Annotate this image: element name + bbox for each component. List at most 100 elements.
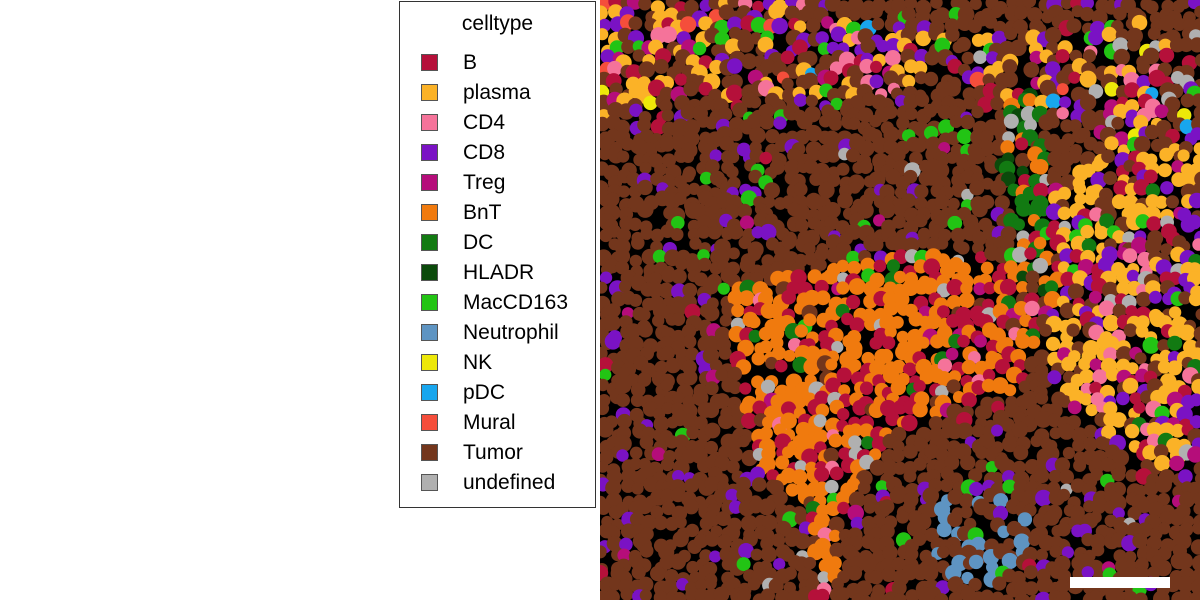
cell-tumor — [1192, 554, 1200, 572]
cell-plasma — [1154, 455, 1171, 472]
cell-tumor — [902, 501, 916, 515]
cell-b — [1129, 392, 1142, 405]
cell-plasma — [1105, 367, 1120, 382]
legend-label: CD4 — [463, 111, 506, 134]
cell-b — [759, 151, 773, 165]
cell-cd8 — [619, 537, 633, 552]
cell-tumor — [1048, 469, 1062, 484]
cell-treg — [945, 347, 959, 361]
cell-tumor — [968, 147, 986, 165]
cell-b — [1133, 401, 1146, 414]
cell-tumor — [1059, 302, 1076, 319]
cell-tumor — [949, 115, 963, 128]
cell-tumor — [946, 151, 959, 164]
cell-bnt — [751, 375, 765, 389]
legend-label: pDC — [463, 381, 506, 404]
legend-swatch — [421, 264, 438, 281]
cell-cd4 — [1098, 300, 1115, 317]
cell-cd8 — [771, 17, 788, 35]
cell-b — [846, 294, 861, 310]
cell-tumor — [653, 515, 668, 531]
cell-plasma — [1057, 261, 1070, 274]
cell-tumor — [1079, 6, 1095, 22]
cell-tumor — [1083, 437, 1098, 452]
cell-tumor — [889, 487, 907, 504]
cell-cd8 — [830, 26, 847, 42]
cell-tumor — [727, 366, 742, 382]
cell-bnt — [795, 381, 810, 397]
cell-tumor — [665, 357, 681, 374]
cell-tumor — [1056, 69, 1073, 86]
cell-tumor — [1144, 124, 1160, 140]
cell-tumor — [1101, 149, 1115, 164]
cell-b — [852, 399, 868, 416]
cell-tumor — [1046, 171, 1062, 187]
cell-tumor — [639, 435, 654, 450]
cell-b — [766, 469, 780, 483]
cell-b — [946, 279, 964, 296]
cell-tumor — [1113, 48, 1130, 66]
cell-maccd163 — [947, 215, 963, 231]
cell-cd8 — [885, 38, 902, 54]
cell-tumor — [1070, 478, 1086, 493]
cell-b — [913, 379, 926, 393]
cell-cd8 — [1044, 61, 1061, 77]
cell-bnt — [838, 384, 851, 397]
cell-bnt — [771, 346, 786, 361]
cell-tumor — [673, 192, 687, 206]
cell-b — [994, 359, 1011, 375]
cell-b — [774, 433, 792, 451]
cell-tumor — [905, 547, 919, 561]
cell-tumor — [717, 413, 734, 430]
cell-tumor — [719, 314, 732, 327]
cell-tumor — [972, 242, 984, 255]
cell-tumor — [629, 446, 643, 460]
cell-tumor — [638, 61, 656, 78]
cell-bnt — [891, 316, 904, 329]
cell-maccd163 — [714, 31, 730, 47]
cell-b — [814, 466, 830, 482]
cell-b — [829, 466, 844, 481]
cell-tumor — [1004, 27, 1018, 41]
cell-tumor — [818, 181, 835, 199]
cell-plasma — [725, 38, 742, 55]
cell-b — [1024, 247, 1037, 260]
cell-tumor — [992, 576, 1007, 591]
cell-bnt — [879, 348, 894, 364]
cell-tumor — [934, 7, 951, 24]
cell-tumor — [775, 590, 791, 600]
cell-tumor — [637, 179, 653, 196]
cell-maccd163 — [736, 557, 751, 572]
cell-tumor — [1179, 522, 1194, 537]
cell-dc — [1016, 201, 1032, 217]
cell-plasma — [637, 76, 651, 90]
cell-tumor — [1058, 395, 1072, 408]
cell-tumor — [659, 336, 674, 350]
cell-tumor — [944, 455, 960, 470]
cell-tumor — [1023, 61, 1040, 78]
cell-neutrophil — [968, 554, 984, 570]
cell-tumor — [990, 472, 1004, 485]
legend-swatch — [421, 204, 438, 221]
cell-cd8 — [725, 488, 739, 502]
cell-treg — [973, 282, 987, 296]
cell-b — [893, 400, 908, 415]
cell-tumor — [638, 308, 651, 322]
cell-tumor — [765, 129, 780, 144]
cell-tumor — [924, 443, 940, 459]
cell-tumor — [819, 114, 832, 128]
legend-label: Treg — [463, 171, 506, 194]
cell-tumor — [660, 488, 675, 504]
cell-cd8 — [773, 116, 787, 130]
cell-cd8 — [1081, 566, 1094, 579]
cell-tumor — [960, 169, 975, 184]
cell-bnt — [739, 400, 754, 415]
cell-tumor — [709, 359, 723, 372]
cell-cd4 — [859, 58, 875, 74]
cell-maccd163 — [1002, 479, 1017, 494]
cell-tumor — [1193, 461, 1200, 477]
cell-tumor — [835, 5, 851, 21]
cell-cd8 — [672, 470, 685, 483]
legend-label: Mural — [463, 411, 516, 434]
cell-tumor — [653, 590, 668, 600]
